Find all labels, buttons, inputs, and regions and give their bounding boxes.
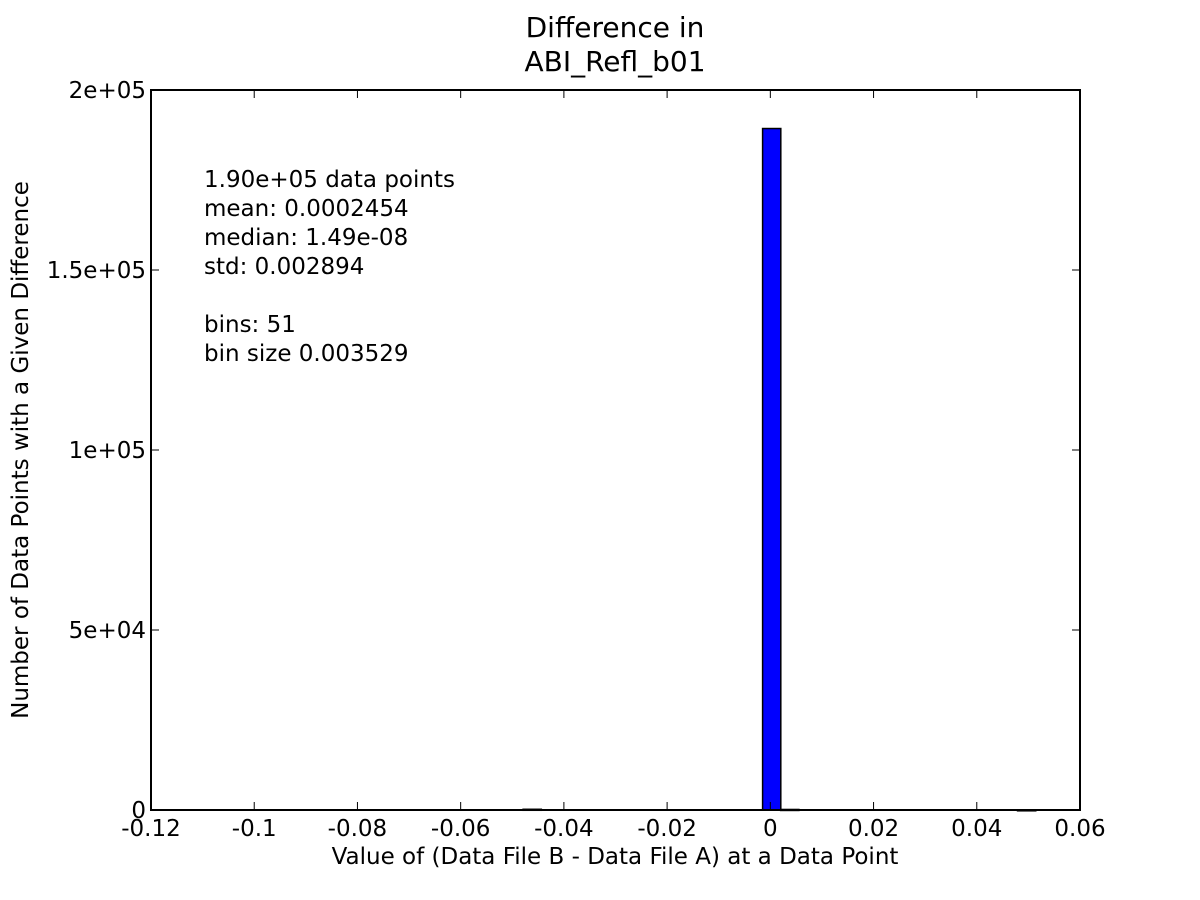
y-axis-label: Number of Data Points with a Given Diffe… [8, 181, 34, 719]
x-tick-label: -0.06 [431, 816, 491, 842]
y-tick-label: 1e+05 [69, 438, 146, 464]
histogram-bars [522, 127, 1037, 812]
x-tick-label: 0.06 [1054, 816, 1105, 842]
x-tick-label: 0.04 [951, 816, 1002, 842]
stats-line: std: 0.002894 [204, 254, 364, 280]
chart-title-line-2: ABI_Refl_b01 [524, 45, 705, 78]
x-tick-label: 0.02 [848, 816, 899, 842]
stats-line: median: 1.49e-08 [204, 225, 408, 251]
y-tick-label: 0 [131, 798, 146, 824]
stats-line: bin size 0.003529 [204, 341, 409, 367]
y-tick-label: 2e+05 [69, 78, 146, 104]
chart-title-line-1: Difference in [526, 11, 705, 44]
y-tick-label: 1.5e+05 [47, 258, 146, 284]
x-tick-label: -0.1 [232, 816, 277, 842]
x-axis-ticks: -0.12 -0.1 -0.08 -0.06 -0.04 -0.02 0 0.02 0.04 0.… [121, 90, 1106, 842]
x-tick-label: 0 [763, 816, 778, 842]
x-tick-label: -0.12 [121, 816, 181, 842]
stats-line [204, 283, 211, 309]
stats-line: 1.90e+05 data points [204, 167, 455, 193]
x-tick-label: -0.08 [328, 816, 388, 842]
histogram-bar [761, 127, 782, 811]
stats-line: bins: 51 [204, 312, 296, 338]
stats-line: mean: 0.0002454 [204, 196, 409, 222]
stats-annotation: 1.90e+05 data points mean: 0.0002454 media… [204, 167, 455, 367]
x-axis-label: Value of (Data File B - Data File A) at … [332, 844, 899, 870]
y-tick-label: 5e+04 [69, 618, 146, 644]
x-tick-label: -0.02 [637, 816, 697, 842]
x-tick-label: -0.04 [534, 816, 594, 842]
y-axis-ticks: 0 5e+04 1e+05 1.5e+05 2e+05 [47, 78, 1080, 824]
